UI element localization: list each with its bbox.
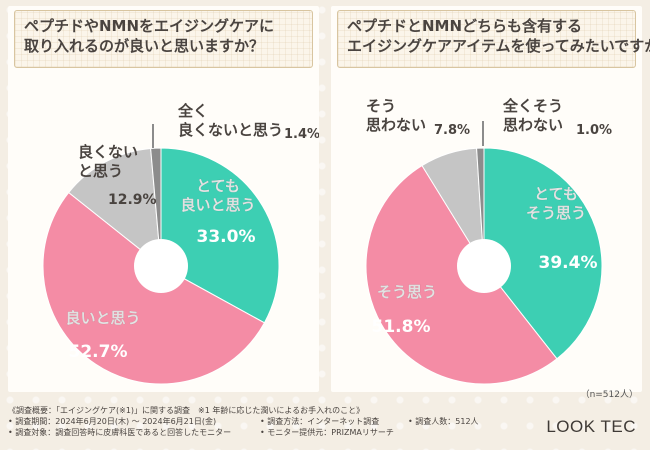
- pie-slice-3: [476, 147, 485, 267]
- slice-value-3: 1.4%: [284, 127, 319, 142]
- left-pie-chart: とても良いと思う33.0%良いと思う52.7%良くないと思う12.9%全く良くな…: [42, 102, 319, 385]
- slice-value-1: 52.7%: [69, 342, 128, 362]
- slice-label-2: 良くない: [78, 143, 138, 161]
- slice-label-2: と思う: [78, 162, 123, 180]
- survey-period: • 調査期間：2024年6月20日(木) ～ 2024年6月21日(金): [8, 417, 217, 426]
- pie-slice-3: [150, 147, 162, 267]
- right-chart-card: ペプチドとNMNどちらも含有する エイジングケアアイテムを使ってみたいですか？ …: [331, 6, 650, 392]
- sample-size-label: （n=512人）: [580, 390, 638, 400]
- slice-label-0: そう思う: [526, 204, 586, 222]
- slice-label-0: 良いと思う: [180, 196, 255, 214]
- slice-value-3: 1.0%: [576, 123, 612, 138]
- slice-label-3: 良くないと思う: [178, 121, 283, 139]
- survey-target: • 調査対象：調査回答時に皮膚科医であると回答したモニター: [8, 428, 232, 437]
- slice-label-2: そう: [366, 97, 396, 115]
- slice-label-3: 全く: [177, 102, 208, 120]
- survey-count: • 調査人数：512人: [408, 417, 479, 426]
- left-question-title: ペプチドやNMNをエイジングケアに 取り入れるのが良いと思いますか？: [24, 17, 275, 55]
- slice-value-2: 12.9%: [108, 192, 157, 208]
- left-chart-card: ペプチドやNMNをエイジングケアに 取り入れるのが良いと思いますか？ とても 良い…: [8, 6, 319, 392]
- slice-value-2: 7.8%: [434, 123, 470, 138]
- pie-slice-0: [483, 147, 603, 360]
- slice-label-3: 思わない: [503, 116, 563, 134]
- left-question-banner: [14, 10, 313, 68]
- slice-value-1: 51.8%: [372, 317, 431, 337]
- survey-footer: 《調査概要：「エイジングケア(※1)」に関する調査 ※1 年齢に応じた潤いによる…: [8, 405, 528, 438]
- survey-provider: • モニター提供元：PRIZMAリサーチ: [260, 428, 394, 437]
- pie-center-hole: [457, 239, 511, 293]
- slice-label-0: とても: [196, 177, 240, 195]
- survey-method: • 調査方法：インターネット調査: [260, 417, 380, 426]
- slice-value-0: 39.4%: [539, 253, 598, 273]
- slice-label-1: 良いと思う: [65, 309, 140, 327]
- pie-slice-0: [160, 147, 280, 324]
- slice-value-0: 33.0%: [197, 227, 256, 247]
- survey-overview: 《調査概要：「エイジングケア(※1)」に関する調査 ※1 年齢に応じた潤いによる…: [8, 406, 365, 415]
- slice-label-1: そう思う: [377, 283, 437, 301]
- right-question-title: ペプチドとNMNどちらも含有する エイジングケアアイテムを使ってみたいですか？: [347, 17, 650, 55]
- pie-center-hole: [134, 239, 188, 293]
- pie-slice-2: [67, 147, 162, 268]
- slice-label-0: とても: [534, 185, 578, 203]
- slice-label-3: 全くそう: [502, 97, 563, 115]
- brand-logo: LOOK TEC: [546, 417, 636, 436]
- right-question-banner: [337, 10, 636, 68]
- slice-label-2: 思わない: [366, 116, 426, 134]
